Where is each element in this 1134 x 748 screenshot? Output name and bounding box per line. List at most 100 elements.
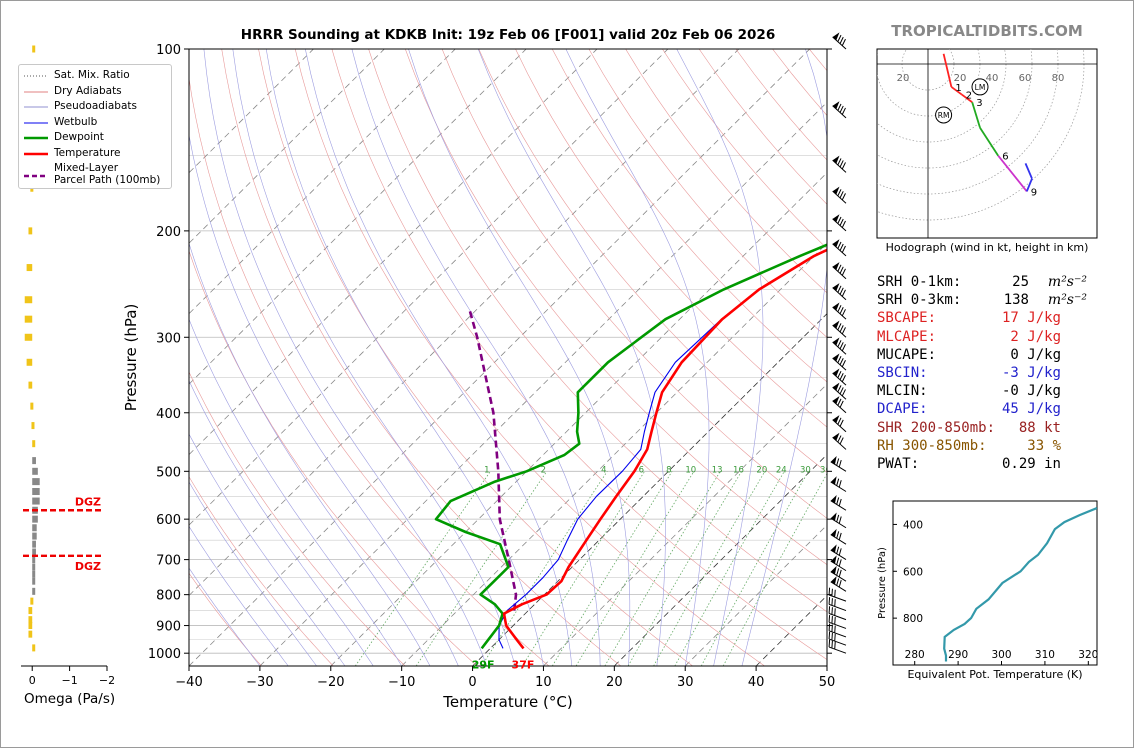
pseudoadiabat: [189, 567, 261, 666]
thetae-ytick-label: 600: [903, 566, 923, 578]
wind-barb-feather: [836, 478, 840, 486]
wind-barb-feather: [836, 568, 840, 576]
wind-barb: [832, 302, 847, 320]
x-tick-label: −30: [246, 675, 273, 690]
pseudoadiabat: [189, 525, 289, 666]
omega-tick-label: −1: [61, 674, 77, 687]
thetae-ytick-label: 800: [903, 613, 923, 625]
wetbulb-line: [498, 249, 827, 649]
stat-label: SHR 200-850mb:: [877, 419, 996, 436]
stat-value: -0 J/kg: [1001, 383, 1061, 400]
legend-item: Wetbulb: [23, 116, 169, 131]
wind-barb-feather: [838, 532, 842, 541]
wind-barb-pennant: [832, 320, 840, 329]
thetae-xtick-label: 310: [1035, 649, 1055, 661]
x-tick-label: 50: [819, 675, 836, 690]
hodograph-height-label: 9: [1031, 187, 1037, 198]
storm-motion-label: LM: [975, 83, 986, 92]
mixing-ratio-line: [674, 471, 785, 666]
omega-bar: [32, 563, 36, 571]
wind-barb-feather: [837, 34, 842, 42]
wind-barb-feather: [836, 578, 840, 586]
wind-barb: [828, 631, 847, 646]
pseudoadiabat: [189, 379, 374, 666]
wind-barb-feather: [839, 358, 844, 365]
wind-barb-pennant: [832, 155, 840, 164]
wind-barb-pennant: [830, 565, 837, 575]
wind-barb-feather: [841, 344, 846, 352]
isotherm: [472, 313, 827, 666]
stat-unit: m²s⁻²: [1047, 292, 1087, 309]
wind-barb-feather: [837, 340, 842, 348]
dry-adiabat: [189, 476, 334, 666]
isotherm: [684, 524, 827, 666]
wind-barb-feather: [837, 241, 842, 249]
wind-barb-feather: [837, 103, 842, 111]
wind-barb-feather: [841, 162, 846, 170]
storm-motion-marker: [935, 106, 953, 124]
stat-label: RH 300-850mb:: [877, 437, 987, 454]
thetae-xtick-label: 290: [948, 649, 968, 661]
surface-temperature-label: 37F: [512, 658, 535, 671]
omega-bar: [32, 540, 36, 548]
wind-barb-feather: [839, 266, 844, 274]
wind-barb-feather: [837, 285, 842, 293]
stat-label: PWAT:: [877, 456, 920, 472]
dry-adiabat: [189, 371, 406, 666]
mixing-ratio-line: [354, 471, 491, 666]
wind-barb-staff: [830, 461, 847, 472]
stat-value: 33 %: [1027, 437, 1061, 454]
wind-barb: [832, 353, 847, 371]
pseudoadiabat: [189, 481, 317, 666]
wind-barb-feather: [839, 218, 844, 226]
wind-barb-feather: [841, 268, 846, 276]
wind-barb-feather: [839, 307, 844, 315]
omega-bar: [28, 227, 33, 235]
mixing-ratio-label: 13: [712, 466, 723, 476]
hodograph-segment: [979, 127, 999, 157]
wind-barb-feather: [837, 435, 842, 443]
stat-value: 17 J/kg: [1001, 310, 1061, 327]
stat-row: SBCAPE: 17 J/kg: [877, 310, 1087, 328]
hodograph-segment: [1024, 163, 1033, 180]
wind-barb: [830, 494, 847, 511]
wind-barb: [832, 214, 847, 232]
legend-swatch: [24, 174, 48, 178]
y-tick-label: 500: [156, 465, 181, 480]
wind-barb-pennant: [832, 32, 840, 41]
wind-barb-feather: [834, 617, 836, 625]
wind-barb-feather: [837, 323, 842, 331]
wind-barb-feather: [837, 385, 842, 393]
hodograph-segment: [1025, 178, 1033, 192]
omega-bar: [32, 488, 40, 496]
legend-item: Dry Adiabats: [23, 85, 169, 100]
legend-item: Dewpoint: [23, 131, 169, 146]
wind-barb-feather: [838, 516, 842, 524]
legend-swatch: [24, 75, 48, 77]
legend-label: Pseudoadiabats: [54, 100, 137, 112]
stat-label: DCAPE:: [877, 401, 928, 418]
legend-label: Dry Adiabats: [54, 84, 122, 97]
dry-adiabat: [405, 49, 827, 566]
wind-barb-feather: [837, 305, 842, 313]
wind-barb-feather: [834, 589, 836, 598]
wind-barb-feather: [841, 38, 846, 46]
omega-bar: [28, 381, 33, 389]
stat-row: MLCAPE: 2 J/kg: [877, 329, 1087, 347]
wind-barb-pennant: [830, 512, 837, 521]
wind-barb-pennant: [830, 476, 837, 485]
wind-barb-feather: [841, 107, 846, 115]
isotherm: [259, 101, 827, 666]
hodograph-segment: [950, 86, 963, 96]
legend-swatch: [24, 136, 48, 140]
wind-barb: [828, 639, 847, 654]
wind-barb-feather: [841, 193, 846, 201]
wind-barb-staff: [830, 500, 847, 511]
hodograph-segment: [942, 53, 953, 88]
omega-bar: [32, 532, 37, 540]
wind-barb-feather: [839, 325, 844, 333]
wind-barb-feather: [841, 360, 846, 367]
wind-barb-pennant: [832, 337, 840, 346]
legend-swatch: [24, 152, 48, 155]
wind-barb-feather: [836, 458, 840, 466]
